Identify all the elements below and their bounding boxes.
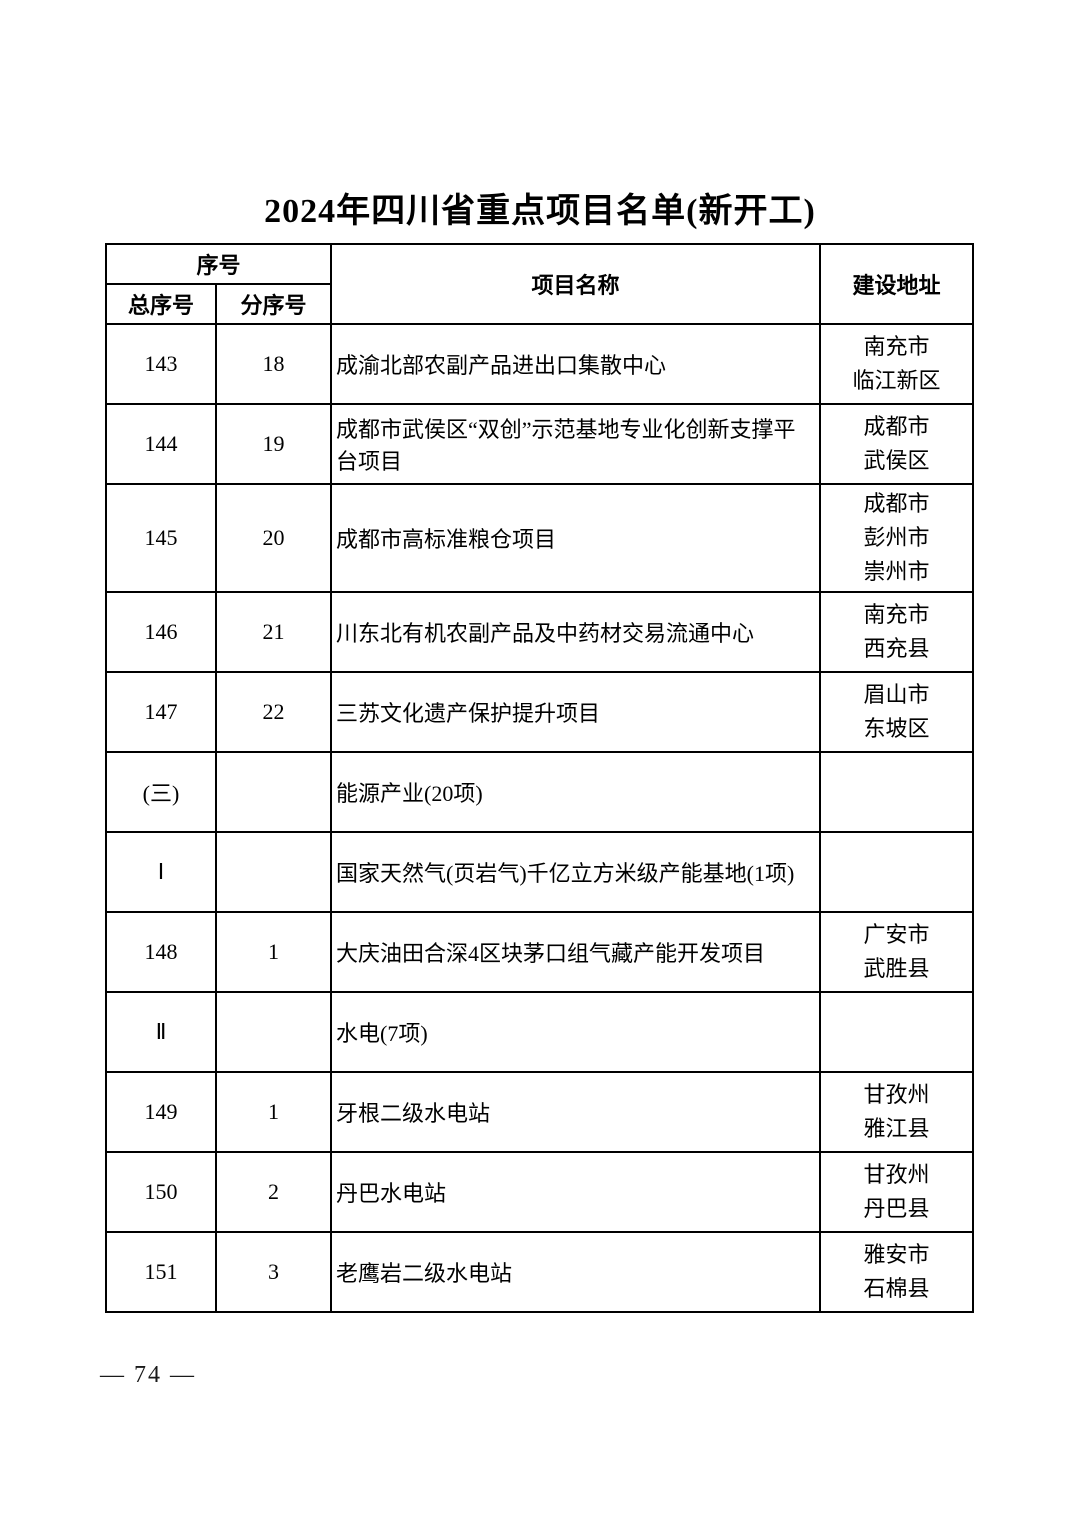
- project-name-cell: 国家天然气(页岩气)千亿立方米级产能基地(1项): [330, 831, 822, 914]
- table-row: 143 18 成渝北部农副产品进出口集散中心 南充市 临江新区: [105, 323, 975, 405]
- location-cell: 甘孜州 丹巴县: [819, 1151, 975, 1234]
- sub-seq-cell: 20: [214, 482, 333, 594]
- sub-seq-cell: 2: [214, 1151, 333, 1234]
- total-seq-cell: 147: [105, 671, 217, 754]
- sub-seq-cell: [214, 751, 333, 834]
- location-cell: 成都市 武侯区: [819, 403, 975, 485]
- total-seq-cell: 150: [105, 1151, 217, 1234]
- total-seq-cell: 143: [105, 323, 217, 405]
- header-project-name: 项目名称: [330, 243, 822, 325]
- sub-seq-cell: 3: [214, 1231, 333, 1314]
- header-seq-group: 序号: [104, 243, 333, 285]
- table-row: 151 3 老鹰岩二级水电站 雅安市 石棉县: [105, 1231, 975, 1314]
- total-seq-cell: 144: [105, 403, 217, 485]
- table-row: (三) 能源产业(20项): [105, 751, 975, 834]
- project-name-cell: 老鹰岩二级水电站: [330, 1231, 822, 1314]
- location-cell: 南充市 西充县: [819, 591, 975, 674]
- total-seq-cell: Ⅱ: [105, 991, 217, 1074]
- total-seq-cell: 145: [105, 482, 217, 594]
- table-row: 150 2 丹巴水电站 甘孜州 丹巴县: [105, 1151, 975, 1234]
- project-name-cell: 川东北有机农副产品及中药材交易流通中心: [330, 591, 822, 674]
- project-name-cell: 成渝北部农副产品进出口集散中心: [330, 323, 822, 405]
- project-name-cell: 三苏文化遗产保护提升项目: [330, 671, 822, 754]
- total-seq-cell: 151: [105, 1231, 217, 1314]
- sub-seq-cell: [214, 831, 333, 914]
- location-cell: [819, 751, 975, 834]
- total-seq-cell: Ⅰ: [105, 831, 217, 914]
- project-table: 序号 项目名称 建设地址 总序号 分序号 143 18 成渝北部农副产品进出口集…: [104, 243, 975, 1314]
- sub-seq-cell: [214, 991, 333, 1074]
- sub-seq-cell: 1: [214, 911, 333, 994]
- header-row-1: 序号 项目名称 建设地址: [104, 243, 975, 325]
- location-cell: 成都市 彭州市 崇州市: [819, 482, 975, 594]
- project-name-cell: 大庆油田合深4区块茅口组气藏产能开发项目: [330, 911, 822, 994]
- header-location: 建设地址: [819, 243, 975, 325]
- total-seq-cell: 148: [105, 911, 217, 994]
- table-row: 147 22 三苏文化遗产保护提升项目 眉山市 东坡区: [105, 671, 975, 754]
- page-number: — 74 —: [100, 1362, 196, 1388]
- location-cell: [819, 991, 975, 1074]
- header-row-2: 总序号 分序号: [105, 283, 973, 325]
- location-cell: 眉山市 东坡区: [819, 671, 975, 754]
- page-title: 2024年四川省重点项目名单(新开工): [264, 193, 816, 230]
- sub-seq-cell: 22: [214, 671, 333, 754]
- location-cell: [819, 831, 975, 914]
- project-name-cell: 水电(7项): [330, 991, 822, 1074]
- location-cell: 广安市 武胜县: [819, 911, 975, 994]
- project-name-cell: 牙根二级水电站: [330, 1071, 822, 1154]
- total-seq-cell: (三): [105, 751, 217, 834]
- location-cell: 雅安市 石棉县: [819, 1231, 975, 1314]
- location-cell: 南充市 临江新区: [819, 323, 975, 405]
- sub-seq-cell: 1: [214, 1071, 333, 1154]
- table-row: 148 1 大庆油田合深4区块茅口组气藏产能开发项目 广安市 武胜县: [105, 911, 975, 994]
- sub-seq-cell: 18: [214, 323, 333, 405]
- project-name-cell: 丹巴水电站: [330, 1151, 822, 1234]
- total-seq-cell: 146: [105, 591, 217, 674]
- location-cell: 甘孜州 雅江县: [819, 1071, 975, 1154]
- sub-seq-cell: 19: [214, 403, 333, 485]
- header-total-seq: 总序号: [105, 283, 217, 325]
- table-row: 146 21 川东北有机农副产品及中药材交易流通中心 南充市 西充县: [105, 591, 975, 674]
- project-name-cell: 成都市武侯区“双创”示范基地专业化创新支撑平台项目: [330, 403, 822, 485]
- table-row: 149 1 牙根二级水电站 甘孜州 雅江县: [105, 1071, 975, 1154]
- total-seq-cell: 149: [105, 1071, 217, 1154]
- table-row: 145 20 成都市高标准粮仓项目 成都市 彭州市 崇州市: [105, 482, 975, 594]
- table-row: Ⅰ 国家天然气(页岩气)千亿立方米级产能基地(1项): [105, 831, 975, 914]
- project-name-cell: 成都市高标准粮仓项目: [330, 482, 822, 594]
- header-sub-seq: 分序号: [214, 283, 333, 325]
- sub-seq-cell: 21: [214, 591, 333, 674]
- project-name-cell: 能源产业(20项): [330, 751, 822, 834]
- table-row: 144 19 成都市武侯区“双创”示范基地专业化创新支撑平台项目 成都市 武侯区: [105, 403, 975, 485]
- table-row: Ⅱ 水电(7项): [105, 991, 975, 1074]
